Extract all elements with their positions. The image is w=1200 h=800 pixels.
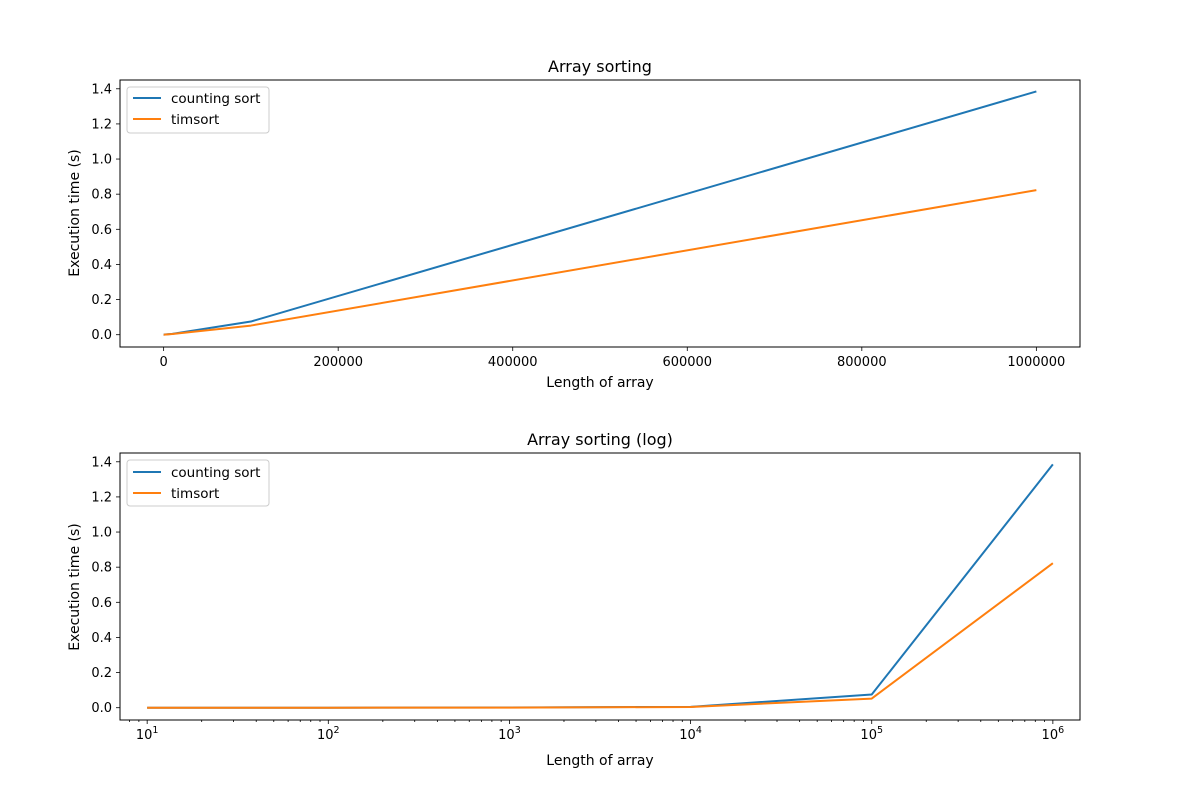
x-tick-label: 103 [498, 725, 521, 743]
legend-label-counting-sort: counting sort [171, 465, 260, 481]
x-tick-label: 0 [159, 355, 167, 370]
linear-chart: Array sorting Length of array Execution … [67, 57, 1081, 391]
axis-ticks: 0 200000 400000 600000 800000 1000000 0.0 0.2 0.… [91, 82, 1065, 370]
plot-frame [119, 452, 1081, 721]
x-tick-label: 104 [679, 725, 702, 743]
chart-title: Array sorting (log) [527, 430, 673, 449]
y-tick-label: 1.2 [91, 490, 112, 505]
plot-frame [119, 79, 1081, 348]
x-tick-label: 1000000 [1007, 355, 1065, 370]
series-line-timsort [147, 562, 1054, 709]
y-axis-label: Execution time (s) [67, 149, 83, 276]
y-tick-label: 0.0 [91, 328, 112, 343]
y-tick-label: 0.4 [91, 631, 112, 646]
y-tick-label: 1.2 [91, 117, 112, 132]
series-lines [147, 463, 1054, 709]
y-tick-label: 0.4 [91, 258, 112, 273]
x-tick-label: 200000 [313, 355, 363, 370]
y-tick-label: 0.6 [91, 596, 112, 611]
legend-label-counting-sort: counting sort [171, 91, 260, 107]
x-tick-label: 600000 [662, 355, 712, 370]
y-tick-label: 0.2 [91, 666, 112, 681]
x-axis-label: Length of array [546, 753, 653, 769]
legend: counting sort timsort [126, 459, 270, 507]
x-axis-label: Length of array [546, 375, 653, 391]
y-tick-label: 1.4 [91, 455, 112, 470]
log-chart: Array sorting (log) Length of array Exec… [67, 430, 1081, 769]
legend-label-timsort: timsort [171, 486, 219, 502]
y-tick-label: 1.0 [91, 526, 112, 541]
x-tick-label: 106 [1042, 725, 1065, 743]
x-tick-label: 105 [860, 725, 883, 743]
y-tick-label: 0.6 [91, 223, 112, 238]
legend-label-timsort: timsort [171, 112, 219, 128]
y-tick-label: 1.0 [91, 153, 112, 168]
x-tick-label: 400000 [488, 355, 538, 370]
y-tick-label: 0.8 [91, 188, 112, 203]
legend-box [126, 459, 270, 507]
axis-ticks: 101 102 103 104 105 106 0.0 0.2 0.4 0.6 0.8 1.0 1.2 1… [91, 455, 1064, 743]
y-tick-label: 0.8 [91, 561, 112, 576]
y-tick-label: 0.2 [91, 293, 112, 308]
series-line-timsort [162, 189, 1037, 336]
x-tick-label: 800000 [837, 355, 887, 370]
chart-title: Array sorting [548, 57, 652, 76]
y-axis-label: Execution time (s) [67, 523, 83, 650]
y-tick-label: 1.4 [91, 82, 112, 97]
legend-box [126, 86, 270, 134]
x-tick-label: 102 [317, 725, 340, 743]
y-tick-label: 0.0 [91, 701, 112, 716]
legend: counting sort timsort [126, 86, 270, 134]
series-lines [162, 90, 1037, 336]
x-tick-label: 101 [136, 725, 159, 743]
